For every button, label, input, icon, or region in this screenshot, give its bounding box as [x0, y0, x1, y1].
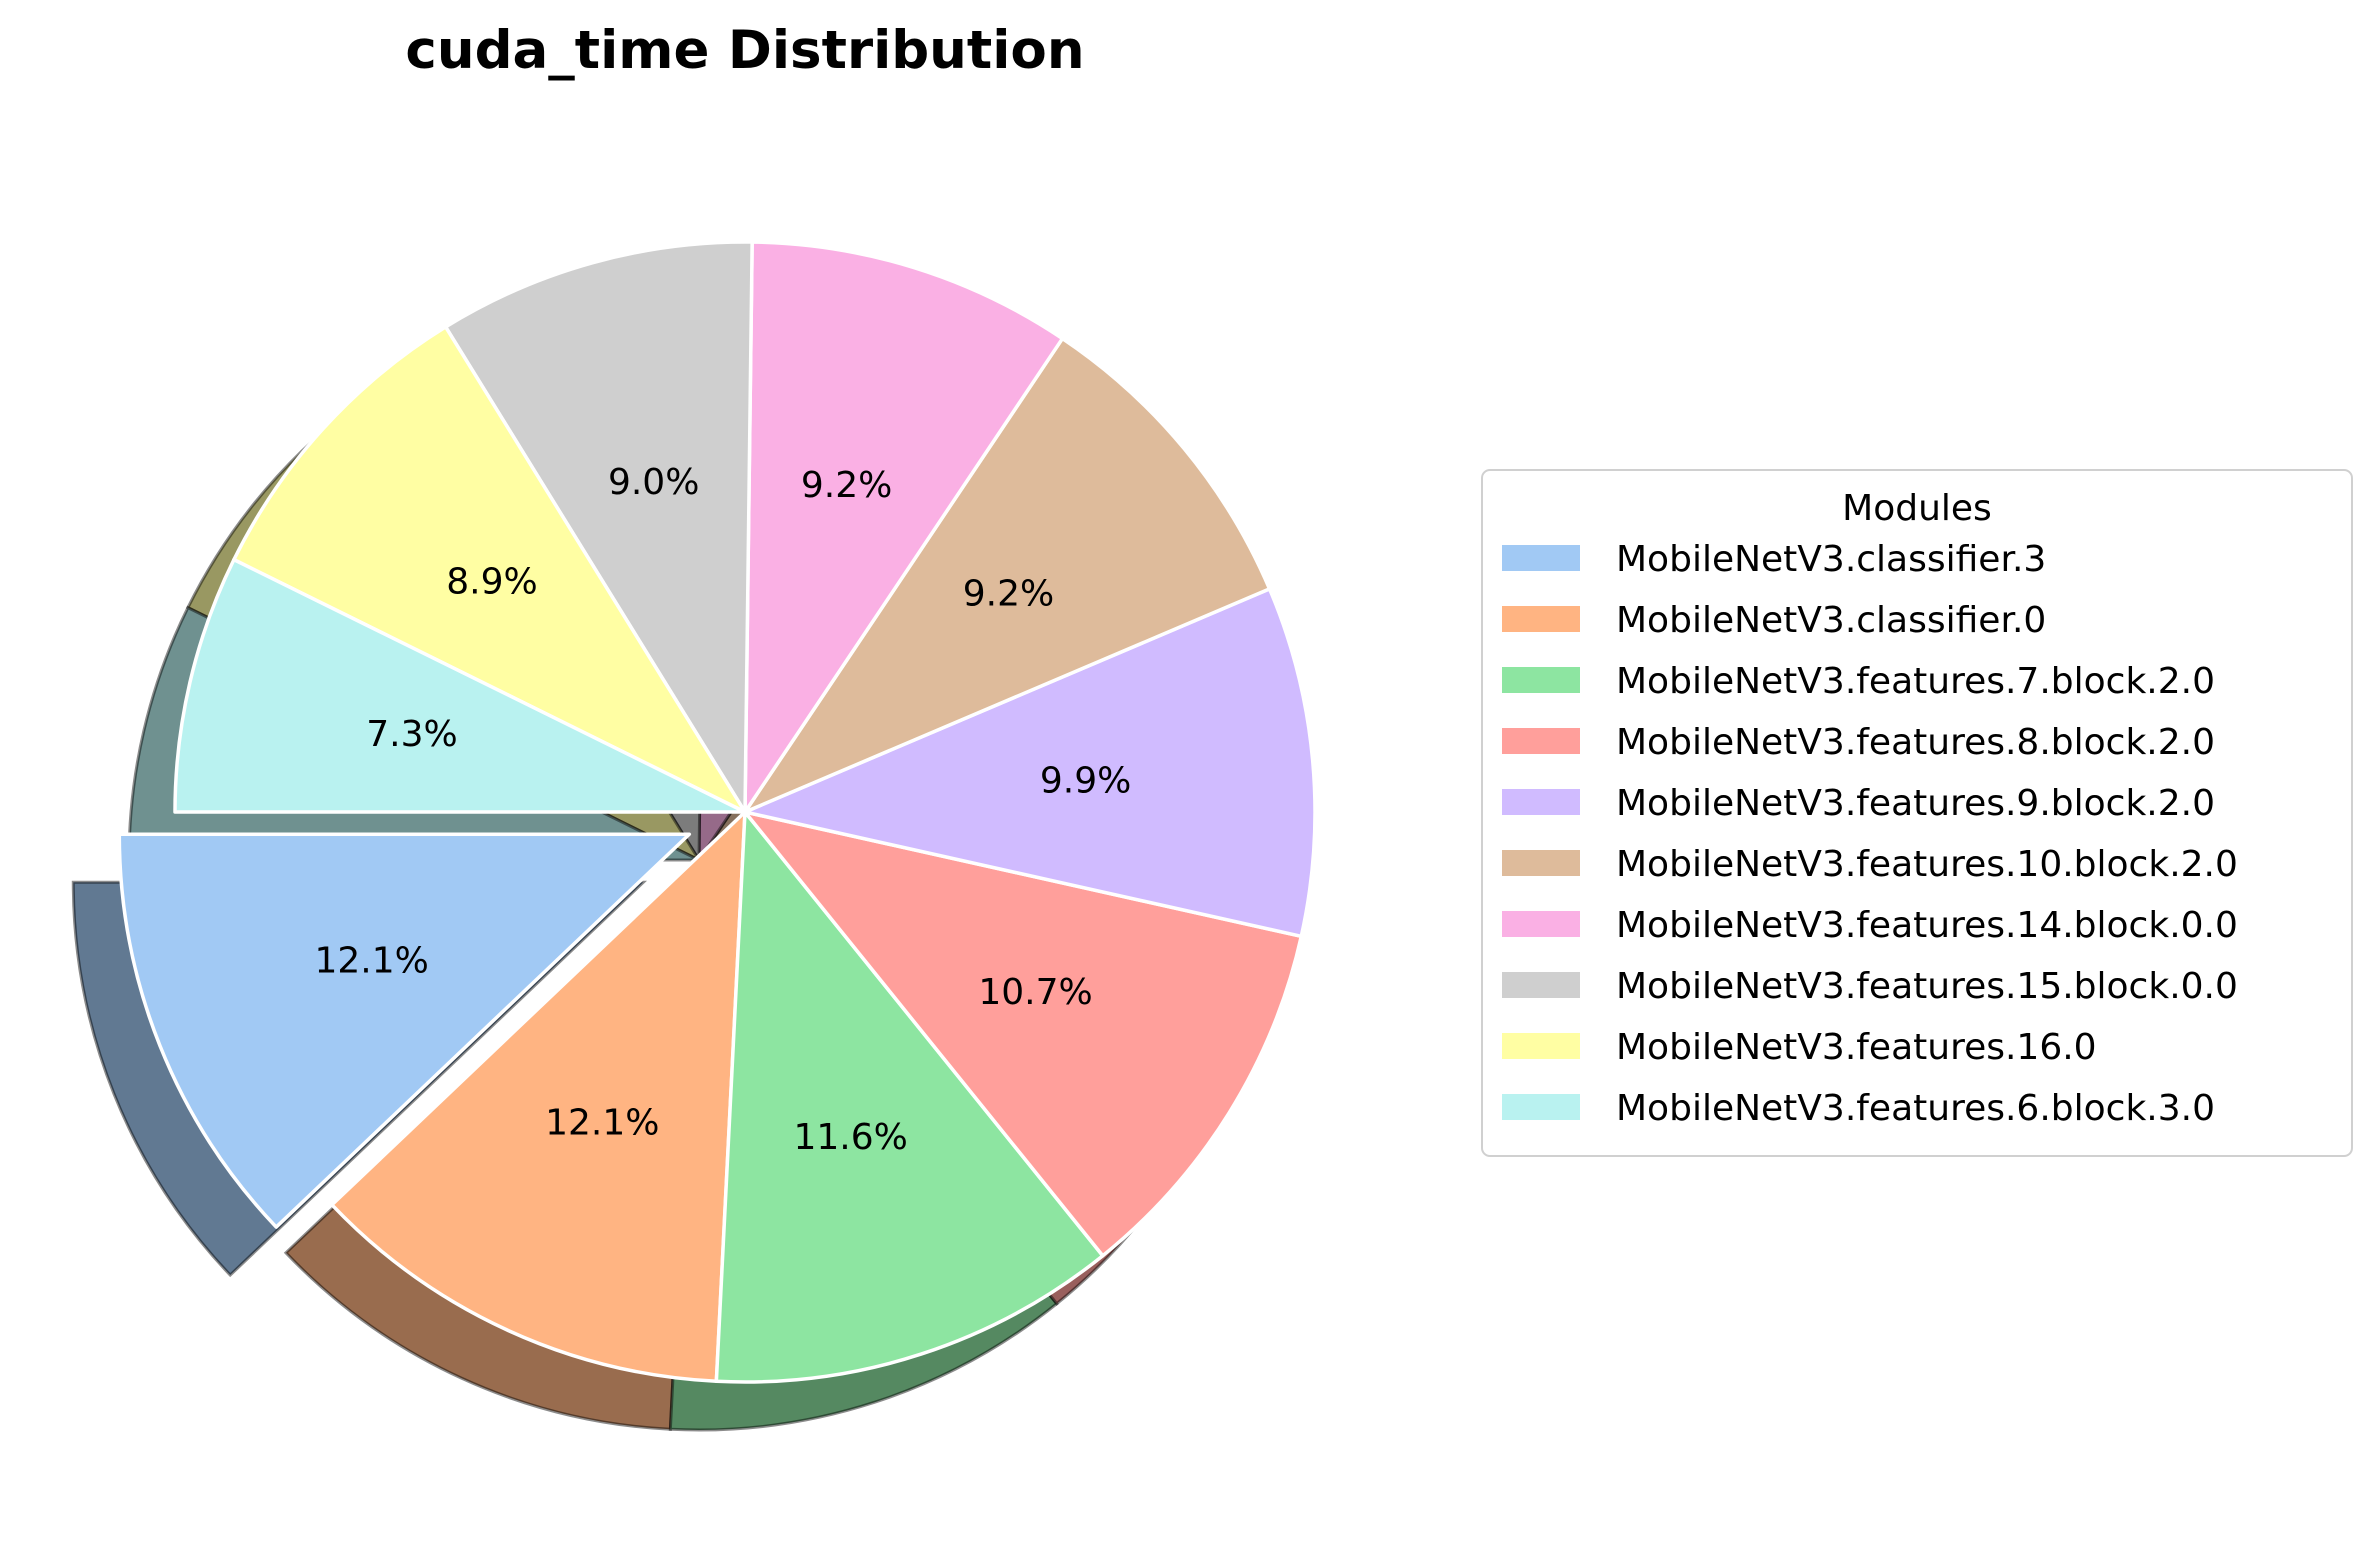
legend-label: MobileNetV3.features.7.block.2.0 [1616, 661, 2215, 702]
pie-slice-mobilenetv3-classifier-3 [117, 832, 692, 1229]
pie-slice-label: 9.2% [801, 465, 892, 506]
legend-label: MobileNetV3.features.16.0 [1616, 1027, 2097, 1068]
pie-slice-label: 12.1% [545, 1102, 659, 1143]
legend-label: MobileNetV3.classifier.3 [1616, 539, 2046, 580]
legend-swatch [1502, 728, 1580, 754]
legend-label: MobileNetV3.features.8.block.2.0 [1616, 722, 2215, 763]
pie-label-layer: 12.1% 12.1% 11.6% 10.7% 9.9% 9.2% 9.2% 9.0% 8.9%… [315, 462, 1132, 1158]
legend-label: MobileNetV3.features.6.block.3.0 [1616, 1088, 2215, 1129]
legend-swatch [1502, 1033, 1580, 1059]
pie-slice-label: 10.7% [978, 972, 1092, 1013]
pie-slice-mobilenetv3-features-14-block-0-0 [743, 240, 1065, 814]
pie-slice-mobilenetv3-features-16-0 [232, 325, 747, 814]
pie-slice-label: 7.3% [366, 714, 457, 755]
legend: Modules MobileNetV3.classifier.3MobileNe… [1481, 469, 2353, 1157]
legend-swatch [1502, 606, 1580, 632]
legend-items: MobileNetV3.classifier.3 MobileNetV3.clas… [1502, 539, 2238, 1129]
legend-swatch [1502, 850, 1580, 876]
legend-label: MobileNetV3.features.14.block.0.0 [1616, 905, 2238, 946]
legend-swatch [1502, 972, 1580, 998]
legend-title: Modules [1842, 488, 1992, 529]
legend-swatch [1502, 911, 1580, 937]
pie-slice-label: 12.1% [315, 941, 429, 982]
legend-swatch [1502, 789, 1580, 815]
pie-slice-label: 9.2% [963, 574, 1054, 615]
legend-frame [1481, 469, 2353, 1157]
legend-swatch [1502, 545, 1580, 571]
pie-slice-mobilenetv3-features-9-block-2-0 [743, 587, 1317, 939]
legend-label: MobileNetV3.classifier.0 [1616, 600, 2046, 641]
legend-label: MobileNetV3.features.9.block.2.0 [1616, 783, 2215, 824]
pie-slice-label: 9.0% [608, 462, 699, 503]
pie-slice-mobilenetv3-features-15-block-0-0 [443, 240, 754, 814]
pie-slice-layer [117, 240, 1317, 1384]
pie-slice-mobilenetv3-features-10-block-2-0 [743, 336, 1272, 814]
pie-slice-label: 9.9% [1040, 760, 1131, 801]
chart-title: cuda_time Distribution [405, 20, 1084, 81]
legend-swatch [1502, 1094, 1580, 1120]
pie-slice-mobilenetv3-classifier-0 [330, 810, 747, 1384]
pie-slice-mobilenetv3-features-8-block-2-0 [743, 810, 1304, 1258]
legend-label: MobileNetV3.features.15.block.0.0 [1616, 966, 2238, 1007]
pie-slice-label: 8.9% [446, 561, 537, 602]
legend-swatch [1502, 667, 1580, 693]
pie-slice-mobilenetv3-features-7-block-2-0 [714, 810, 1105, 1384]
pie-slice-label: 11.6% [794, 1117, 908, 1158]
pie-slice-mobilenetv3-features-6-block-3-0 [173, 557, 747, 814]
legend-label: MobileNetV3.features.10.block.2.0 [1616, 844, 2238, 885]
